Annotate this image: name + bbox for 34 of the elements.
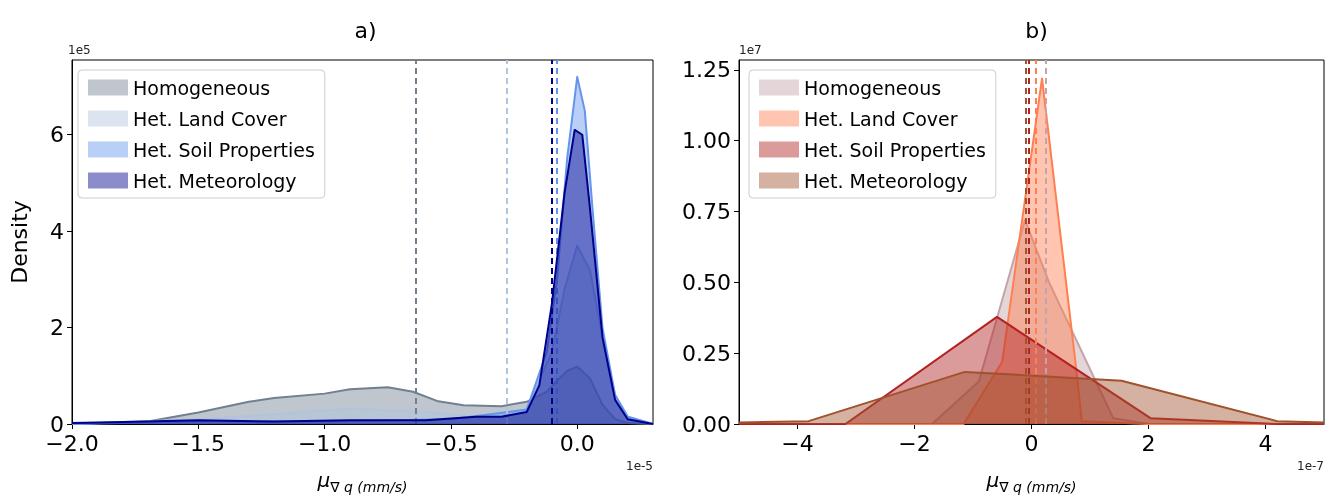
- legend-label: Het. Land Cover: [133, 107, 287, 130]
- x-tick-label: −2: [898, 430, 931, 456]
- x-tick-label: 4: [1258, 430, 1273, 456]
- x-tick-label: 2: [1141, 430, 1156, 456]
- y-tick-label: 0.50: [682, 269, 731, 295]
- x-tick-label: −1.5: [171, 430, 226, 456]
- x-tick-label: 0.0: [559, 430, 595, 456]
- y-tick-label: 1.25: [682, 57, 731, 83]
- x-tick-label: −1.0: [297, 430, 352, 456]
- legend-label: Het. Meteorology: [133, 169, 297, 192]
- y-tick-label: 6: [50, 122, 64, 148]
- y-tick-label: 0: [50, 411, 64, 437]
- text: 1e-5: [626, 459, 653, 473]
- x-tick-label: −4: [781, 430, 814, 456]
- legend-label: Het. Land Cover: [804, 107, 958, 130]
- x-tick-label: 0: [1024, 430, 1039, 456]
- chart-title: a): [354, 17, 377, 43]
- text: 1e5: [68, 43, 91, 57]
- legend-label: Homogeneous: [133, 76, 271, 99]
- y-tick-label: 1.00: [682, 128, 731, 154]
- x-tick-label: −0.5: [424, 430, 478, 456]
- y-tick-label: 4: [50, 218, 64, 244]
- legend-label: Het. Soil Properties: [804, 138, 986, 161]
- legend-label: Het. Meteorology: [804, 169, 968, 192]
- legend-label: Het. Soil Properties: [133, 138, 315, 161]
- y-tick-label: 0.75: [682, 199, 731, 225]
- y-tick-label: 0.25: [682, 340, 731, 366]
- y-tick-label: 2: [50, 315, 64, 341]
- text: 1e-7: [1297, 459, 1324, 473]
- y-tick-label: 0.00: [682, 411, 731, 437]
- y-axis-title: Density: [6, 200, 32, 284]
- chart-title: b): [1025, 17, 1048, 43]
- legend-label: Homogeneous: [804, 76, 942, 99]
- text: 1e7: [739, 43, 762, 57]
